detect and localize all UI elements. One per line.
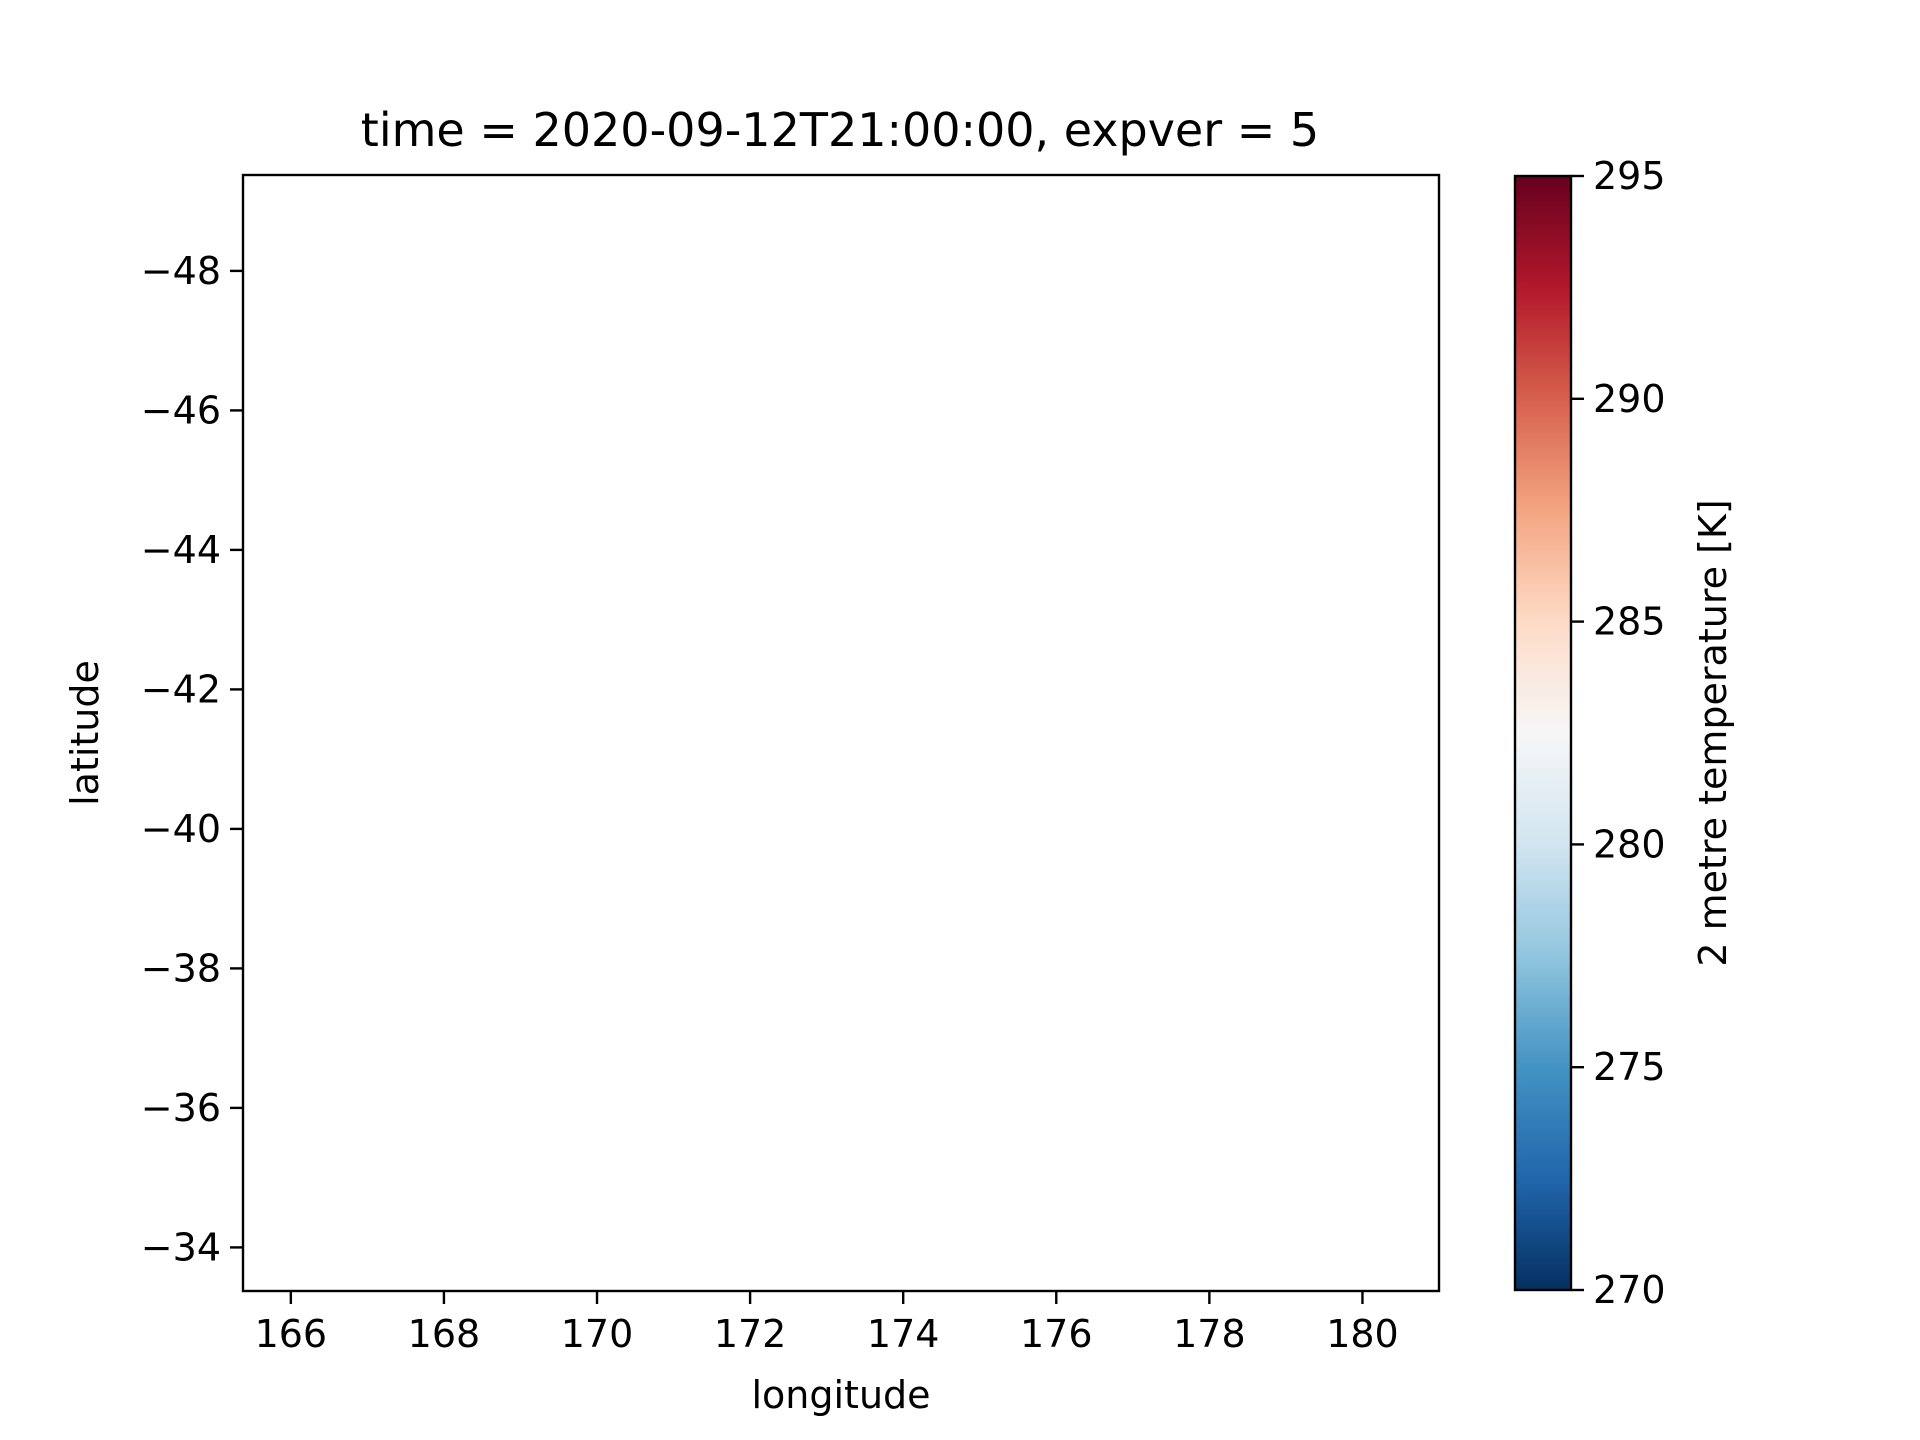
y-axis-label: latitude: [63, 660, 107, 806]
colorbar-tick-label: 285: [1593, 600, 1666, 644]
x-tick-label: 180: [1326, 1312, 1399, 1356]
x-tick-label: 168: [408, 1312, 481, 1356]
colorbar-tick-label: 275: [1593, 1045, 1666, 1089]
colorbar-tick-label: 280: [1593, 822, 1666, 866]
x-tick-label: 166: [255, 1312, 328, 1356]
y-tick-label: −48: [141, 249, 221, 293]
colorbar-tick-label: 295: [1593, 154, 1666, 198]
x-axis: 166 168 170 172 174 176 178 180: [255, 1291, 1399, 1356]
colorbar: [1513, 174, 1573, 1292]
colorbar-label: 2 metre temperature [K]: [1691, 499, 1735, 966]
y-tick-label: −44: [141, 528, 221, 572]
y-tick-label: −38: [141, 946, 221, 990]
x-tick-label: 174: [867, 1312, 940, 1356]
x-tick-label: 170: [561, 1312, 634, 1356]
y-axis: −34 −36 −38 −40 −42 −44 −46 −48: [141, 249, 243, 1269]
x-axis-label: longitude: [751, 1373, 930, 1417]
y-tick-label: −36: [141, 1086, 221, 1130]
y-tick-label: −40: [141, 807, 221, 851]
y-tick-label: −42: [141, 667, 221, 711]
colorbar-axis: 270 275 280 285 290 295: [1571, 154, 1666, 1312]
x-tick-label: 176: [1020, 1312, 1093, 1356]
colorbar-tick-label: 270: [1593, 1268, 1666, 1312]
colorbar-tick-label: 290: [1593, 377, 1666, 421]
x-tick-label: 178: [1173, 1312, 1246, 1356]
y-tick-label: −46: [141, 388, 221, 432]
x-tick-label: 172: [714, 1312, 787, 1356]
y-tick-label: −34: [141, 1225, 221, 1269]
chart-title: time = 2020-09-12T21:00:00, expver = 5: [361, 103, 1319, 157]
plot-frame: [241, 173, 1441, 1293]
